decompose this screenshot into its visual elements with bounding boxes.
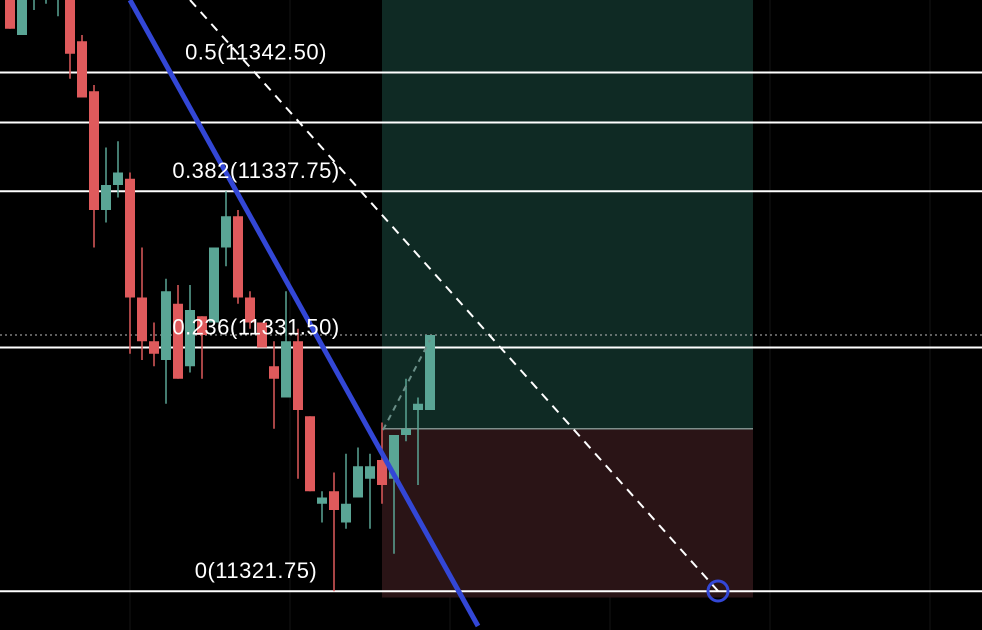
candle-body — [425, 335, 435, 410]
candle-body — [137, 297, 147, 342]
candle-body — [413, 403, 423, 410]
candle-body — [305, 416, 315, 492]
candle-body — [209, 247, 219, 323]
candle-body — [293, 341, 303, 410]
candle-body — [125, 178, 135, 298]
candle-body — [173, 303, 183, 379]
candle-body — [245, 297, 255, 323]
candle-body — [257, 322, 267, 348]
candle-body — [353, 466, 363, 498]
candle-body — [101, 185, 111, 210]
candle-body — [65, 0, 75, 54]
anchor-handle[interactable] — [706, 579, 730, 603]
candle-body — [77, 41, 87, 98]
candle-body — [221, 216, 231, 248]
profit-zone — [382, 0, 753, 429]
candle-body — [149, 341, 159, 354]
projection-line — [382, 339, 431, 431]
candle-body — [377, 460, 387, 485]
candle-body — [233, 216, 243, 298]
candle-body — [329, 491, 339, 510]
candle-body — [161, 291, 171, 360]
candle-body — [89, 91, 99, 210]
candle-body — [281, 341, 291, 398]
candle-body — [113, 172, 123, 185]
candle-body — [197, 316, 207, 335]
candle-body — [401, 428, 411, 435]
candle-body — [365, 466, 375, 479]
fib-level-label: 0.382(11337.75) — [172, 158, 339, 183]
candle-body — [269, 366, 279, 379]
candle-body — [341, 503, 351, 523]
fib-level-label: 0(11321.75) — [195, 558, 318, 583]
fib-level-label: 0.236(11331.50) — [172, 314, 339, 339]
candle-body — [5, 0, 15, 29]
fib-level-label: 0.5(11342.50) — [185, 39, 327, 64]
candle-body — [389, 435, 399, 479]
trend-line — [127, 0, 481, 628]
candle-body — [17, 0, 27, 35]
candle-body — [185, 310, 195, 367]
loss-zone — [382, 428, 753, 598]
candle-body — [317, 497, 327, 504]
dashed-trend-line — [189, 0, 719, 592]
